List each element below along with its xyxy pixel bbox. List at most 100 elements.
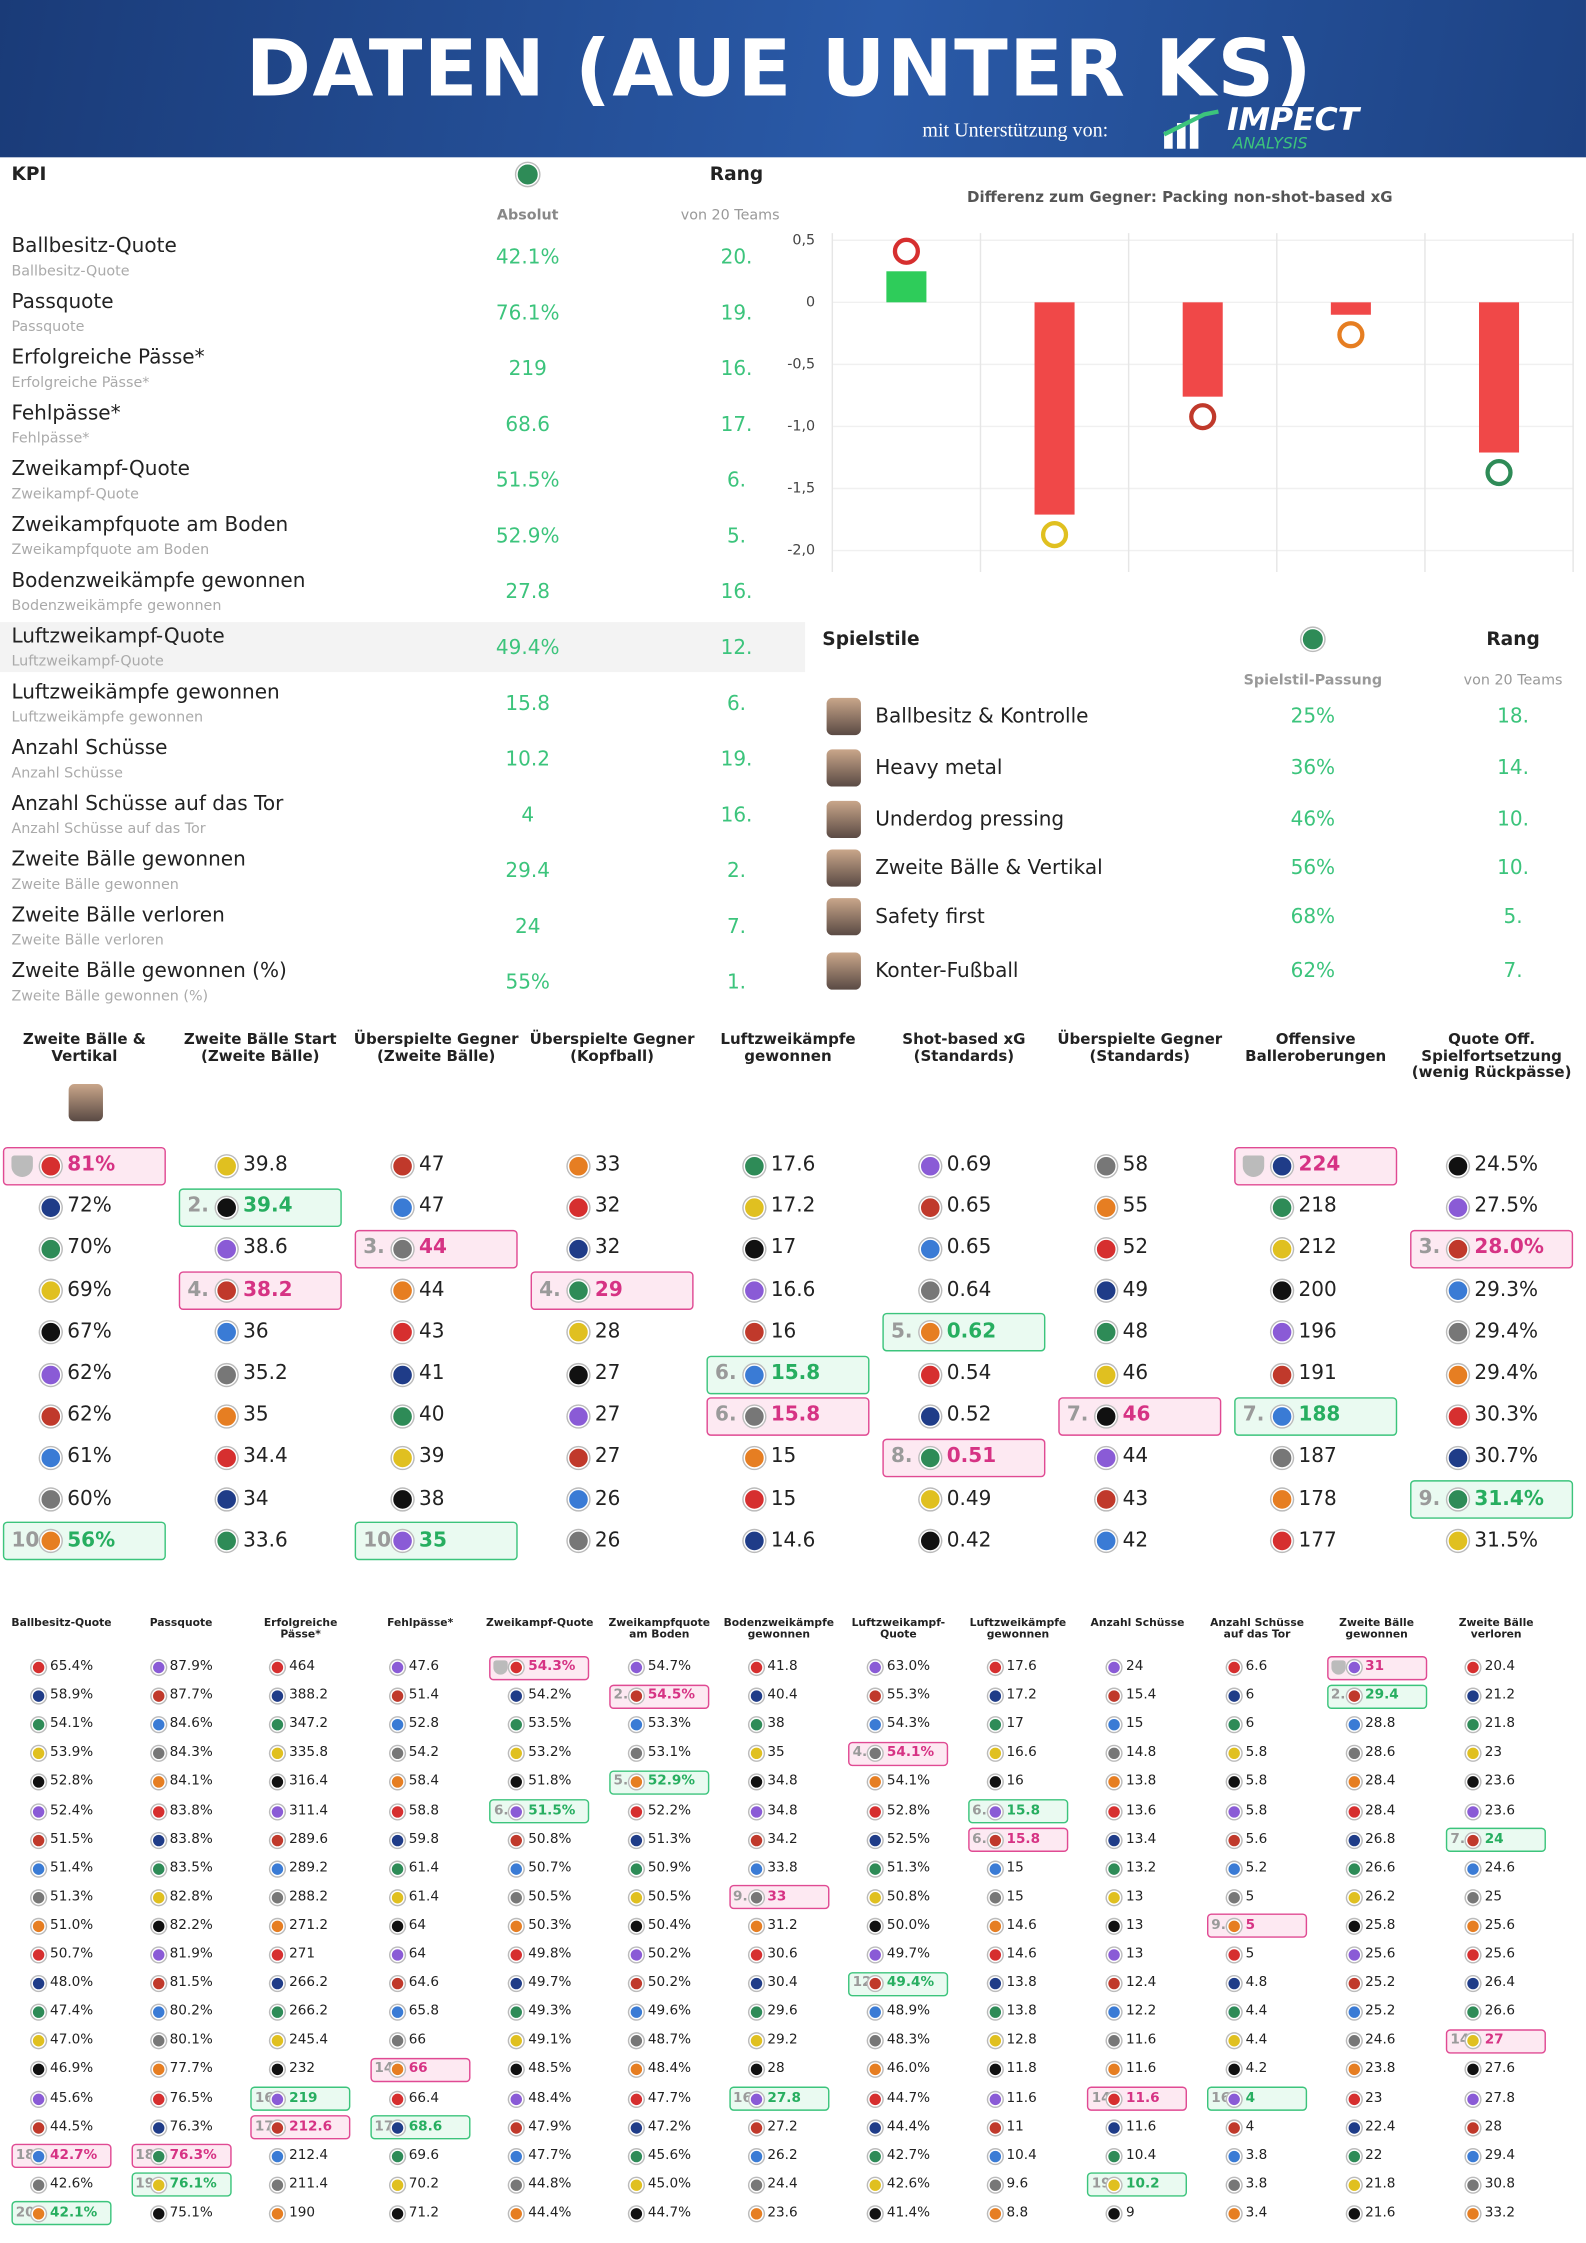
cell-value: 32 xyxy=(594,1236,621,1260)
logo-sub: ANALYSIS xyxy=(1232,134,1308,153)
team-logo xyxy=(748,1689,764,1704)
cell-value: 34 xyxy=(243,1487,269,1511)
team-logo xyxy=(987,2148,1003,2164)
team-logo xyxy=(629,2120,644,2135)
team-logo xyxy=(1107,2148,1122,2164)
team-logo xyxy=(868,2148,883,2164)
team-logo xyxy=(31,1832,46,1848)
team-logo xyxy=(1466,2091,1481,2106)
cell-value: 21.8 xyxy=(1484,1716,1515,1732)
team-logo xyxy=(1227,1804,1242,1819)
cell-value: 23.6 xyxy=(1484,1802,1515,1819)
team-logo xyxy=(1270,1405,1293,1427)
team-logo xyxy=(1346,2206,1361,2221)
team-logo xyxy=(1227,2062,1242,2078)
cell-value: 44.8% xyxy=(528,2176,572,2192)
cell-value: 50.2% xyxy=(647,1974,692,1991)
team-logo xyxy=(1446,1154,1468,1177)
rank-label: 2. xyxy=(1330,1687,1346,1704)
cell-value: 224 xyxy=(1298,1153,1341,1176)
cell-value: 29.4 xyxy=(1365,1687,1399,1704)
team-logo xyxy=(1094,1488,1117,1511)
cell-value: 10.2 xyxy=(1126,2176,1160,2192)
team-logo xyxy=(629,1717,644,1733)
highlight-box xyxy=(1087,2086,1188,2111)
team-logo xyxy=(567,1196,589,1218)
cell-value: 80.2% xyxy=(169,2003,213,2020)
team-logo xyxy=(868,2091,883,2106)
team-logo xyxy=(629,1775,644,1790)
cell-value: 33.2 xyxy=(1484,2204,1515,2221)
cell-value: 33.6 xyxy=(243,1528,288,1552)
highlight-box xyxy=(130,2143,232,2169)
cell-value: 15 xyxy=(770,1487,797,1511)
cell-value: 83.8% xyxy=(169,1802,213,1819)
cell-value: 15.8 xyxy=(1006,1831,1041,1847)
cell-value: 232 xyxy=(289,2061,316,2077)
cell-value: 62% xyxy=(67,1403,112,1427)
team-logo xyxy=(509,1976,524,1991)
cell-value: 47.4% xyxy=(50,2003,94,2020)
team-logo xyxy=(748,2005,764,2020)
cell-value: 53.2% xyxy=(528,1744,572,1761)
team-logo xyxy=(748,2034,764,2049)
cell-value: 316.4 xyxy=(289,1773,329,1790)
cell-value: 31.4% xyxy=(1474,1487,1544,1511)
cell-value: 54.3% xyxy=(886,1716,931,1732)
y-tick-label: -0,5 xyxy=(787,356,815,372)
team-logo xyxy=(748,1919,764,1934)
rank-label: 6. xyxy=(493,1802,509,1819)
cell-value: 25.2 xyxy=(1365,1974,1396,1991)
highlight-box xyxy=(1234,1396,1398,1436)
column-header: Zweite Bälle gewonnen xyxy=(1339,1616,1415,1641)
rank-label: 4. xyxy=(852,1744,868,1761)
cell-value: 49.6% xyxy=(647,2003,692,2020)
team-logo xyxy=(391,1363,413,1386)
cell-value: 51.3% xyxy=(886,1859,931,1876)
cell-value: 15.8 xyxy=(770,1361,821,1385)
team-logo xyxy=(391,1488,413,1511)
team-logo xyxy=(1446,1321,1468,1344)
kpi-rank: 12. xyxy=(720,636,753,660)
cell-value: 10.4 xyxy=(1006,2147,1037,2163)
team-logo xyxy=(1094,1321,1117,1344)
team-logo xyxy=(390,1746,405,1761)
team-logo xyxy=(629,1890,644,1905)
highlight-box xyxy=(967,1827,1068,1853)
team-logo xyxy=(1107,2062,1122,2078)
team-logo xyxy=(270,1976,285,1991)
team-logo xyxy=(1301,627,1325,651)
team-logo xyxy=(629,1746,644,1761)
team-logo xyxy=(390,2034,405,2049)
cell-value: 11 xyxy=(1006,2118,1024,2135)
team-logo xyxy=(509,2091,524,2106)
cell-value: 347.2 xyxy=(289,1716,329,1732)
bar xyxy=(1034,302,1075,515)
team-logo xyxy=(1227,2005,1242,2020)
cell-value: 27.6 xyxy=(1484,2061,1515,2077)
cell-value: 25.8 xyxy=(1365,1917,1396,1934)
team-logo xyxy=(151,1746,166,1761)
team-logo xyxy=(868,1775,883,1790)
y-tick-label: 0,5 xyxy=(792,232,815,248)
cell-value: 3.8 xyxy=(1245,2147,1268,2163)
team-logo xyxy=(629,2062,644,2078)
team-logo xyxy=(31,2062,46,2078)
team-logo xyxy=(270,1689,285,1704)
cell-value: 51.3% xyxy=(647,1831,692,1847)
kpi-rank: 19. xyxy=(720,302,753,326)
team-logo xyxy=(918,1238,941,1260)
team-logo xyxy=(1094,1405,1117,1427)
cell-value: 25.6 xyxy=(1365,1946,1396,1962)
trophy-icon xyxy=(493,1660,509,1675)
cell-value: 11.6 xyxy=(1006,2089,1037,2106)
cell-value: 51.5% xyxy=(50,1831,94,1847)
kpi-value: 68.6 xyxy=(505,413,550,437)
cell-value: 13 xyxy=(1126,1888,1144,1905)
cell-value: 288.2 xyxy=(289,1888,329,1905)
team-logo xyxy=(39,1447,61,1469)
team-logo xyxy=(270,1861,285,1876)
cell-value: 266.2 xyxy=(289,2003,329,2020)
cell-value: 464 xyxy=(289,1658,316,1675)
team-logo xyxy=(509,2062,524,2078)
